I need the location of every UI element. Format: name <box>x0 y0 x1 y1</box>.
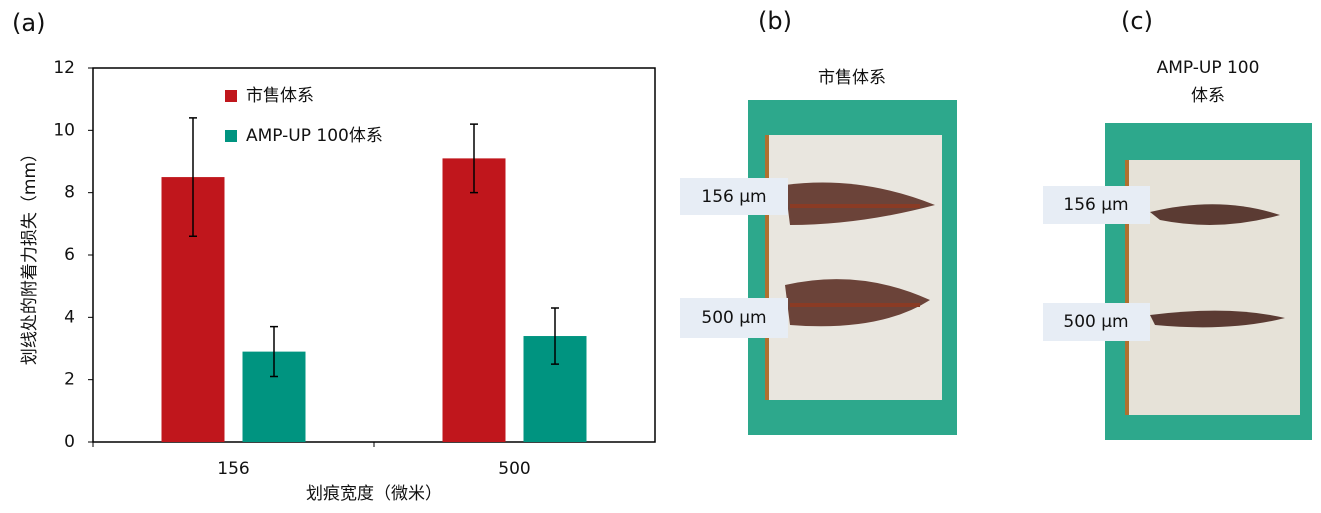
y-axis-label: 划线处的附着力损失（mm） <box>20 145 40 365</box>
y-tick-label: 6 <box>64 245 75 265</box>
y-tick-label: 0 <box>64 432 75 452</box>
y-tick-label: 12 <box>53 58 75 78</box>
y-tick-label: 8 <box>64 183 75 203</box>
panel-title: AMP-UP 100 <box>1157 58 1260 78</box>
x-axis-label: 划痕宽度（微米） <box>306 484 442 504</box>
photo <box>1105 123 1312 440</box>
legend-label: AMP-UP 100体系 <box>246 126 383 146</box>
panel-label: (b) <box>758 7 792 35</box>
y-tick-label: 10 <box>53 120 75 140</box>
y-tick-label: 2 <box>64 370 75 390</box>
panel-title: 市售体系 <box>818 68 886 88</box>
scratch-label: 156 µm <box>1063 195 1128 215</box>
legend-swatch <box>225 90 237 102</box>
scratch-label: 500 µm <box>701 308 766 328</box>
legend-label: 市售体系 <box>246 86 314 106</box>
figure: (a) 划线处的附着力损失（mm） 划痕宽度（微米） (b) 156 µm 50… <box>0 0 1321 509</box>
bar <box>443 158 506 442</box>
x-tick-label: 156 <box>217 459 249 479</box>
panel-title: 体系 <box>1191 86 1225 106</box>
scratch-label: 156 µm <box>701 187 766 207</box>
photo <box>748 100 957 435</box>
x-tick-label: 500 <box>498 459 530 479</box>
panel-label: (c) <box>1121 7 1153 35</box>
panel-label: (a) <box>12 9 45 37</box>
scratch-label: 500 µm <box>1063 312 1128 332</box>
legend-swatch <box>225 130 237 142</box>
y-tick-label: 4 <box>64 307 75 327</box>
